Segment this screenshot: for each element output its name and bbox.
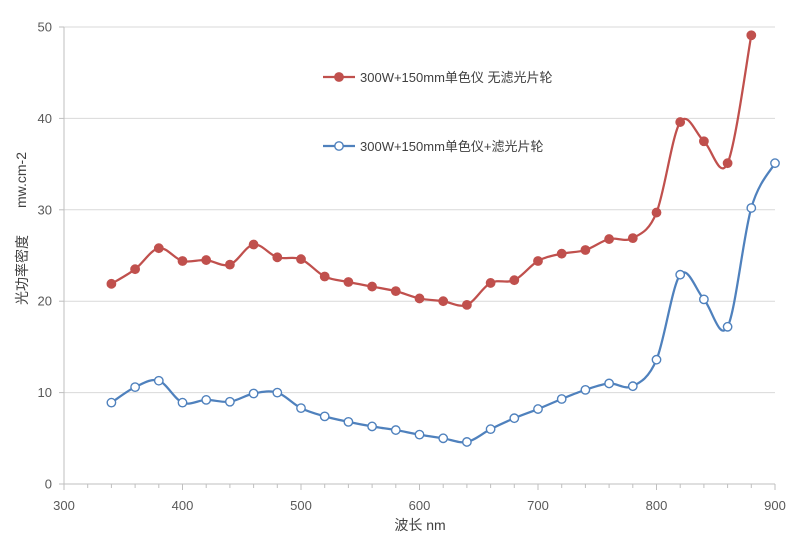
x-tick-label: 800 <box>646 498 668 513</box>
y-tick-label: 30 <box>38 202 52 217</box>
data-point <box>604 378 614 389</box>
data-point <box>675 269 686 280</box>
x-tick-label: 900 <box>764 498 786 513</box>
y-tick-label: 50 <box>38 20 52 35</box>
x-tick-label: 400 <box>172 498 194 513</box>
data-point <box>509 413 520 424</box>
data-point <box>651 354 662 365</box>
x-axis-title: 波长 nm <box>394 517 445 533</box>
legend-entry-2: 300W+150mm单色仪+滤光片轮 <box>323 139 544 154</box>
data-point <box>770 158 780 169</box>
data-point <box>627 233 638 244</box>
data-point <box>224 259 235 270</box>
data-point <box>106 278 117 289</box>
data-point <box>153 375 164 386</box>
data-point <box>272 252 283 263</box>
series-2 <box>106 158 780 447</box>
data-point <box>343 416 354 427</box>
data-point <box>485 424 496 435</box>
data-point <box>533 404 543 414</box>
data-point <box>130 382 141 393</box>
data-point <box>556 248 567 259</box>
data-point <box>177 256 188 266</box>
data-point <box>651 207 662 218</box>
data-point <box>414 293 425 304</box>
y-tick-label: 0 <box>45 477 52 492</box>
data-point <box>699 294 709 305</box>
legend: 300W+150mm单色仪 无滤光片轮 300W+150mm单色仪+滤光片轮 <box>323 70 553 154</box>
data-point <box>390 425 401 435</box>
y-tick-label: 20 <box>38 294 52 309</box>
data-point <box>580 384 591 395</box>
y-tick-label: 40 <box>38 111 52 126</box>
x-tick-label: 300 <box>53 498 75 513</box>
data-point <box>461 299 472 310</box>
data-point <box>438 433 449 444</box>
data-point <box>248 388 259 399</box>
data-point <box>296 254 306 265</box>
data-point <box>106 397 117 408</box>
data-point <box>201 255 212 265</box>
x-tick-label: 700 <box>527 498 549 513</box>
data-point <box>627 381 638 392</box>
data-point <box>343 277 354 287</box>
data-point <box>556 394 567 404</box>
x-tick-label: 500 <box>290 498 312 513</box>
axes: 0 10 20 30 40 50 300 400 500 600 700 800 900 <box>38 20 786 514</box>
data-point <box>580 245 591 255</box>
data-point <box>438 296 449 307</box>
data-point <box>461 437 472 447</box>
data-point <box>367 281 377 292</box>
data-point <box>319 411 330 422</box>
data-point <box>699 136 709 147</box>
data-point <box>414 429 425 440</box>
data-point <box>153 243 164 254</box>
data-point <box>675 117 686 127</box>
data-point <box>201 395 212 405</box>
data-point <box>248 239 259 250</box>
legend-marker <box>334 141 344 151</box>
data-point <box>509 275 520 286</box>
data-point <box>746 203 757 213</box>
legend-marker <box>334 72 344 82</box>
series-1 <box>106 30 757 310</box>
legend-entry-1: 300W+150mm单色仪 无滤光片轮 <box>323 70 553 85</box>
data-point <box>604 234 614 244</box>
gridlines <box>64 26 775 394</box>
data-point <box>177 397 188 408</box>
y-axis-title: 光功率密度 <box>14 235 30 305</box>
legend-label: 300W+150mm单色仪+滤光片轮 <box>360 139 544 154</box>
y-axis-unit: mw.cm-2 <box>13 152 29 208</box>
legend-label: 300W+150mm单色仪 无滤光片轮 <box>360 70 553 85</box>
data-point <box>533 256 543 266</box>
data-point <box>390 286 401 297</box>
data-point <box>746 30 757 41</box>
data-point <box>367 421 377 432</box>
data-point <box>224 396 235 407</box>
y-tick-label: 10 <box>38 385 52 400</box>
data-point <box>319 271 330 282</box>
data-point <box>722 158 733 169</box>
data-point <box>722 321 733 332</box>
data-point <box>130 264 141 275</box>
x-tick-label: 600 <box>409 498 431 513</box>
data-point <box>272 387 283 398</box>
series-group <box>106 30 780 447</box>
data-point <box>485 278 496 288</box>
data-point <box>296 403 306 414</box>
